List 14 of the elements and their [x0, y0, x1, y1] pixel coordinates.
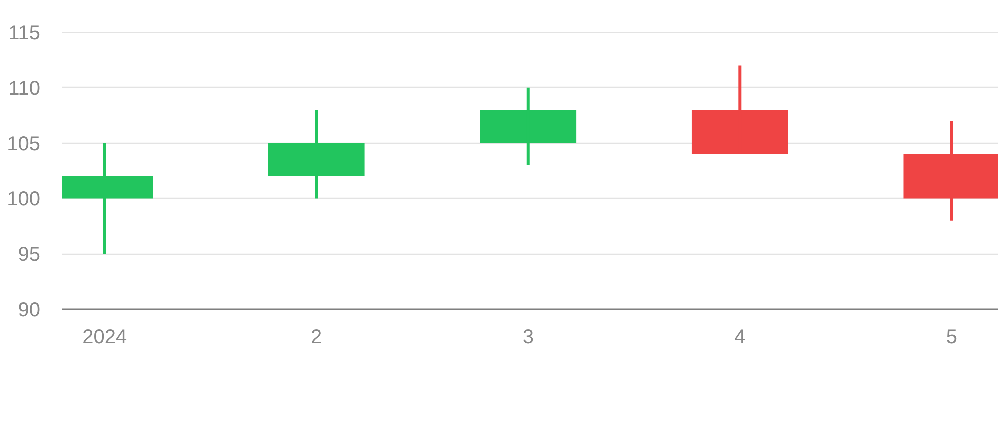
- x-tick-label: 4: [734, 326, 746, 348]
- y-tick-label: 95: [18, 244, 41, 266]
- y-tick-label: 100: [7, 188, 41, 211]
- x-tick-label: 5: [946, 326, 958, 348]
- y-tick-label: 90: [18, 300, 41, 322]
- x-tick-label: 2024: [82, 326, 128, 348]
- y-tick-label: 115: [8, 22, 41, 44]
- candlestick: [480, 88, 577, 166]
- candlestick: [692, 66, 788, 154]
- x-tick-label: 3: [522, 326, 534, 348]
- x-tick-label: 2: [311, 326, 322, 348]
- candlestick: [268, 110, 365, 199]
- y-tick-label: 110: [8, 78, 41, 100]
- y-tick-label: 105: [7, 133, 41, 156]
